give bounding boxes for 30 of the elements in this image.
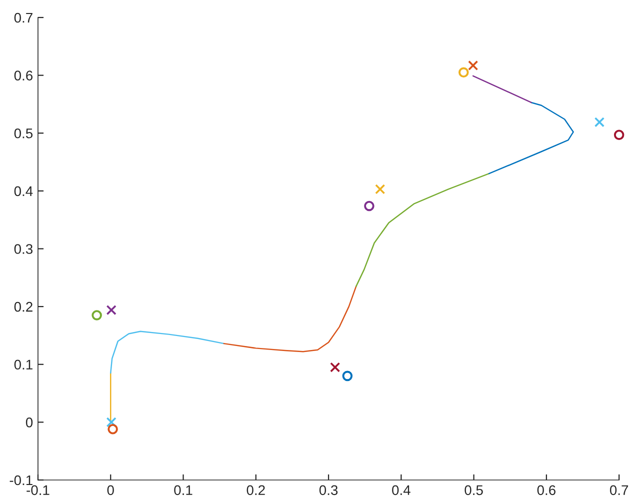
- point: [594, 117, 605, 128]
- point: [364, 200, 374, 212]
- y-tick-label: 0.5: [14, 128, 33, 138]
- point: [106, 417, 116, 428]
- x-tick-label: 0.2: [246, 485, 265, 496]
- x-tick-label: 0.7: [610, 485, 628, 496]
- y-tick-label: 0.7: [14, 12, 32, 23]
- y-tick-label: 0.1: [14, 360, 32, 370]
- x-tick-label: 0.4: [392, 485, 410, 496]
- y-tick-label: 0.6: [14, 70, 33, 80]
- x-tick-label: 0.5: [464, 485, 483, 496]
- x-tick-label: -0.1: [26, 485, 50, 496]
- point: [458, 67, 469, 78]
- y-tick-label: 0.2: [14, 302, 32, 312]
- point: [108, 424, 118, 434]
- x-tick-label: 0.1: [174, 485, 192, 496]
- x-tick-label: 0: [107, 485, 114, 496]
- line-series: [110, 330, 225, 374]
- point: [92, 310, 102, 320]
- y-tick-label: 0.4: [14, 186, 33, 196]
- line-series: [356, 172, 490, 287]
- point: [614, 130, 624, 140]
- point: [342, 370, 353, 382]
- line-series: [223, 286, 357, 352]
- line-series: [488, 102, 574, 174]
- y-tick-label: -0.1: [10, 475, 32, 486]
- x-tick-label: 0.3: [319, 485, 338, 496]
- y-tick-label: 0: [26, 418, 33, 428]
- x-tick-label: 0.6: [537, 485, 556, 496]
- y-tick-label: 0.3: [14, 244, 33, 254]
